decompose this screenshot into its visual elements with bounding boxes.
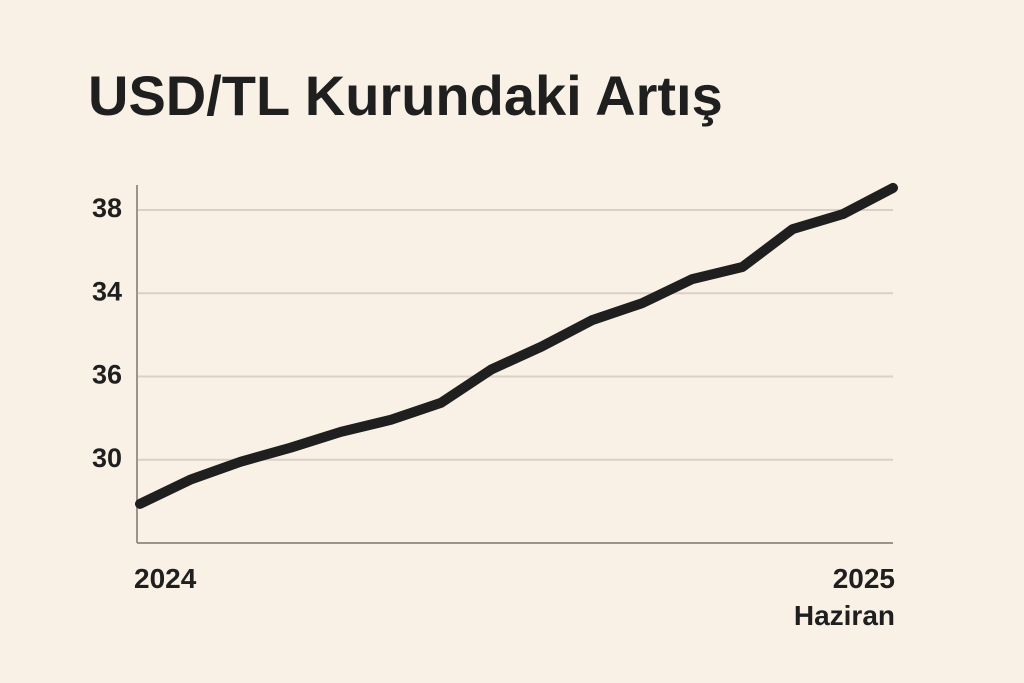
x-tick-label: 2024 [134, 563, 197, 594]
y-tick-label: 36 [92, 360, 122, 390]
y-tick-label: 30 [92, 443, 122, 473]
line-series [135, 182, 898, 509]
x-tick-label: 2025 Haziran [793, 563, 895, 631]
chart-title: USD/TL Kurundaki Artış [88, 64, 723, 127]
y-tick-label: 38 [92, 193, 122, 223]
y-tick-label: 34 [92, 276, 122, 306]
